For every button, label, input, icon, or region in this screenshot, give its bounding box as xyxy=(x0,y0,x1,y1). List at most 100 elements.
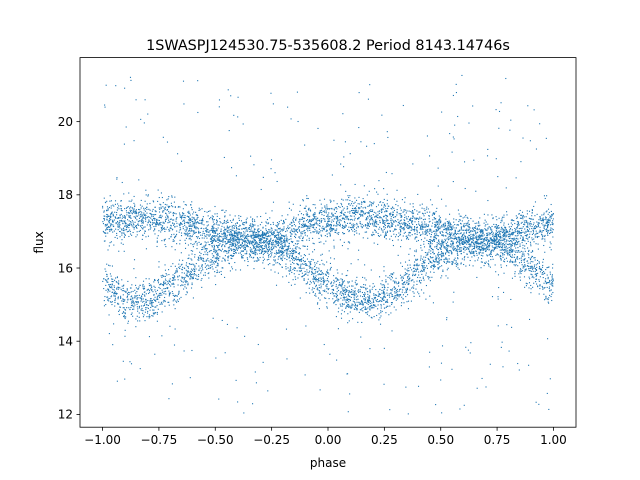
data-point xyxy=(179,215,181,217)
data-point xyxy=(313,231,315,233)
data-point xyxy=(452,242,454,244)
data-point xyxy=(157,189,159,191)
data-point xyxy=(305,264,307,266)
data-point xyxy=(122,215,124,217)
data-point xyxy=(246,229,248,231)
data-point xyxy=(326,224,328,226)
data-point xyxy=(209,234,211,236)
data-point xyxy=(298,229,300,231)
data-point xyxy=(480,249,482,251)
data-point xyxy=(308,253,310,255)
data-point xyxy=(206,229,208,231)
data-point xyxy=(448,252,450,254)
data-point xyxy=(140,309,142,311)
data-point xyxy=(474,255,476,257)
data-point xyxy=(460,233,462,235)
data-point xyxy=(124,229,126,231)
data-point xyxy=(551,231,553,233)
data-point xyxy=(387,276,389,278)
data-point xyxy=(347,248,349,250)
data-point xyxy=(322,263,324,265)
data-point xyxy=(163,227,165,229)
data-point xyxy=(459,236,461,238)
data-point xyxy=(480,246,482,248)
data-point xyxy=(130,224,133,226)
data-point xyxy=(277,244,280,246)
data-point xyxy=(512,238,514,240)
data-point xyxy=(238,232,240,234)
data-point xyxy=(162,136,164,138)
data-point xyxy=(274,260,276,262)
data-point xyxy=(343,289,345,291)
data-point xyxy=(370,316,372,318)
data-point xyxy=(212,226,214,228)
data-point xyxy=(265,235,267,237)
data-point xyxy=(263,233,265,235)
data-point xyxy=(236,327,238,329)
data-point xyxy=(487,262,489,265)
data-point xyxy=(458,213,460,215)
data-point xyxy=(421,224,423,226)
data-point xyxy=(426,230,428,232)
data-point xyxy=(110,275,112,277)
data-point xyxy=(180,235,183,237)
data-point xyxy=(519,245,521,248)
data-point xyxy=(272,239,275,241)
data-point xyxy=(542,219,544,221)
data-point xyxy=(127,322,129,324)
data-point xyxy=(310,267,312,269)
data-point xyxy=(537,286,539,288)
data-point xyxy=(476,228,478,230)
data-point xyxy=(385,217,387,219)
data-point xyxy=(383,270,385,272)
data-point xyxy=(473,237,475,239)
data-point xyxy=(286,251,288,253)
data-point xyxy=(339,284,341,286)
data-point xyxy=(406,226,408,228)
data-point xyxy=(436,227,438,229)
data-point xyxy=(367,223,369,225)
data-point xyxy=(379,220,381,222)
data-point xyxy=(203,245,205,247)
data-point xyxy=(123,229,125,232)
data-point xyxy=(127,294,129,296)
data-point xyxy=(381,298,383,300)
data-point xyxy=(103,288,105,290)
data-point xyxy=(346,299,348,301)
data-point xyxy=(176,225,178,227)
data-point xyxy=(468,228,470,230)
data-point xyxy=(475,250,477,252)
data-point xyxy=(394,282,396,284)
data-point xyxy=(504,246,506,249)
data-point xyxy=(320,285,322,287)
data-point xyxy=(174,236,177,238)
data-point xyxy=(505,265,508,267)
data-point xyxy=(394,229,396,231)
data-point xyxy=(319,199,321,201)
data-point xyxy=(232,252,234,254)
data-point xyxy=(506,249,508,251)
data-point xyxy=(333,245,335,247)
data-point xyxy=(419,259,422,261)
data-point xyxy=(505,229,508,231)
data-point xyxy=(342,199,344,201)
data-point xyxy=(158,266,160,268)
data-point xyxy=(447,229,449,231)
data-point xyxy=(401,265,403,268)
data-point xyxy=(351,226,354,228)
data-point xyxy=(212,216,214,218)
data-point xyxy=(155,222,157,224)
data-point xyxy=(127,206,129,208)
data-point xyxy=(408,228,410,230)
data-point xyxy=(437,267,439,269)
data-point xyxy=(457,241,459,243)
data-point xyxy=(394,288,396,290)
data-point xyxy=(378,180,380,182)
data-point xyxy=(549,283,551,285)
data-point xyxy=(309,223,311,225)
data-point xyxy=(541,230,543,232)
data-point xyxy=(126,307,128,309)
data-point xyxy=(344,289,346,292)
data-point xyxy=(462,243,465,245)
data-point xyxy=(421,207,423,209)
